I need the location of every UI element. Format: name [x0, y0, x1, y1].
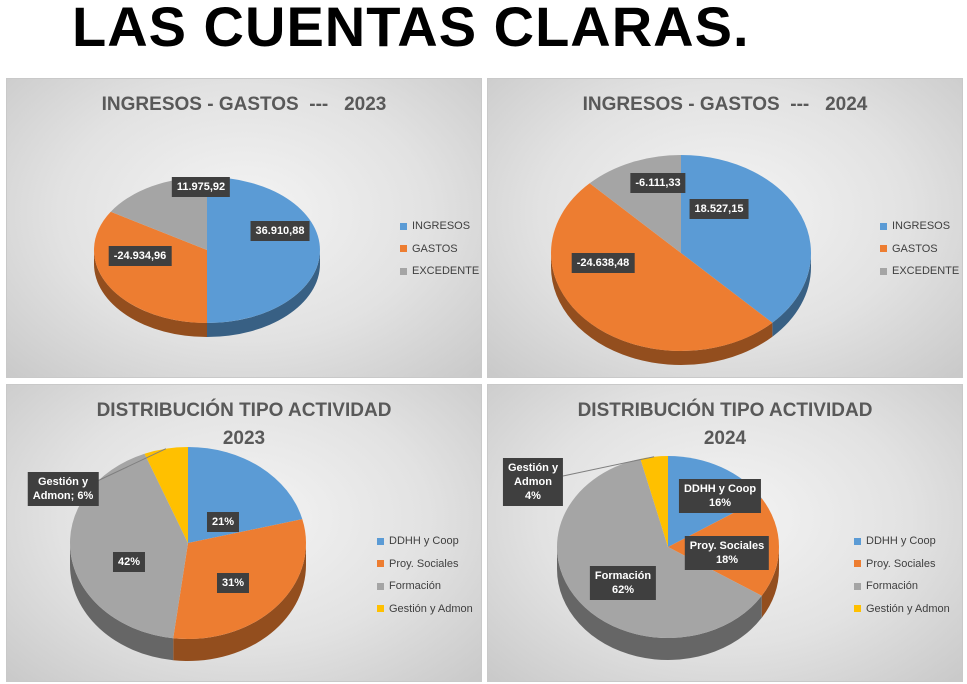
chart-title-line-1: DISTRIBUCIÓN TIPO ACTIVIDAD	[577, 400, 873, 421]
legend-label: Formación	[389, 580, 441, 593]
legend-swatch	[400, 222, 407, 230]
pie-slice-formacion	[70, 453, 188, 639]
pie-side-proy-sociales	[761, 547, 779, 618]
pie-side-formacion	[70, 543, 174, 661]
legend-label: Gestión y Admon	[389, 602, 473, 615]
legend-swatch	[880, 267, 887, 275]
legend-swatch	[377, 560, 384, 568]
legend-swatch	[854, 582, 861, 590]
chart-title: DISTRIBUCIÓN TIPO ACTIVIDAD 2023	[7, 397, 481, 453]
legend-label: GASTOS	[892, 242, 938, 255]
pie-slice-gestion-y-admon	[144, 447, 188, 543]
legend-item-proy-sociales: Proy. Sociales	[854, 553, 950, 576]
legend-swatch	[880, 222, 887, 230]
pie-side-gastos	[551, 253, 773, 365]
legend-item-excedente: EXCEDENTE	[400, 260, 479, 283]
pie-slice-gestion-y-admon	[640, 456, 668, 547]
chart-panel-ingresos-gastos-2024: INGRESOS - GASTOS --- 2024 INGRESOS GASTO…	[487, 78, 963, 378]
legend-swatch	[854, 537, 861, 545]
chart-title: INGRESOS - GASTOS --- 2023	[7, 91, 481, 119]
legend-label: Gestión y Admon	[866, 602, 950, 615]
legend-swatch	[377, 605, 384, 613]
pie-side-ingresos	[772, 253, 811, 337]
page-title: LAS CUENTAS CLARAS.	[72, 0, 750, 58]
chart-panel-distribucion-2024: DISTRIBUCIÓN TIPO ACTIVIDAD 2024 DDHH y …	[487, 384, 963, 682]
data-label-formacion: 42%	[112, 552, 146, 572]
data-label-ddhh-y-coop: 21%	[206, 512, 240, 532]
pie-slice-ingresos	[207, 177, 320, 323]
legend-label: DDHH y Coop	[866, 535, 936, 548]
legend-label: EXCEDENTE	[892, 265, 960, 278]
chart-legend: INGRESOS GASTOS EXCEDENTE	[880, 215, 959, 283]
legend-label: Formación	[866, 580, 918, 593]
legend-swatch	[880, 245, 887, 253]
data-label-ddhh-y-coop: DDHH y Coop 16%	[678, 479, 762, 513]
legend-item-ddhh-y-coop: DDHH y Coop	[377, 530, 473, 553]
legend-label: Proy. Sociales	[866, 557, 936, 570]
legend-label: INGRESOS	[412, 220, 471, 233]
legend-item-gastos: GASTOS	[880, 238, 959, 261]
legend-item-gestion-y-admon: Gestión y Admon	[854, 598, 950, 621]
chart-legend: DDHH y Coop Proy. Sociales Formación Gestió…	[377, 530, 473, 620]
legend-swatch	[854, 605, 861, 613]
pie-side-proy-sociales	[173, 543, 306, 661]
chart-title-line-2: 2024	[703, 428, 747, 449]
legend-item-formacion: Formación	[854, 575, 950, 598]
chart-panel-ingresos-gastos-2023: INGRESOS - GASTOS --- 2023 INGRESOS GASTO…	[6, 78, 482, 378]
chart-legend: DDHH y Coop Proy. Sociales Formación Gestió…	[854, 530, 950, 620]
legend-item-ingresos: INGRESOS	[880, 215, 959, 238]
chart-title-line-2: 2023	[222, 428, 266, 449]
chart-title-text: INGRESOS - GASTOS --- 2023	[101, 94, 387, 115]
data-label-proy-sociales: Proy. Sociales 18%	[684, 536, 770, 570]
chart-title: INGRESOS - GASTOS --- 2024	[488, 91, 962, 119]
pie-slice-ingresos	[681, 155, 811, 323]
legend-label: Proy. Sociales	[389, 557, 459, 570]
legend-swatch	[377, 537, 384, 545]
data-label-excedente: -6.111,33	[630, 173, 686, 193]
legend-label: DDHH y Coop	[389, 535, 459, 548]
leader-line	[92, 448, 167, 484]
legend-swatch	[400, 267, 407, 275]
chart-title-line-1: DISTRIBUCIÓN TIPO ACTIVIDAD	[96, 400, 392, 421]
data-label-gastos: -24.934,96	[108, 246, 172, 266]
data-label-excedente: 11.975,92	[171, 177, 231, 197]
pie-side-formacion	[557, 547, 762, 660]
chart-legend: INGRESOS GASTOS EXCEDENTE	[400, 215, 479, 283]
legend-label: INGRESOS	[892, 220, 951, 233]
legend-swatch	[400, 245, 407, 253]
data-label-formacion: Formación 62%	[589, 566, 657, 600]
legend-label: GASTOS	[412, 242, 458, 255]
data-label-gestion-y-admon: Gestión y Admon; 6%	[27, 472, 99, 506]
legend-item-ingresos: INGRESOS	[400, 215, 479, 238]
legend-swatch	[377, 582, 384, 590]
leader-line	[562, 456, 655, 477]
pie-side-ingresos	[207, 250, 320, 337]
chart-panel-distribucion-2023: DISTRIBUCIÓN TIPO ACTIVIDAD 2023 DDHH y …	[6, 384, 482, 682]
data-label-proy-sociales: 31%	[216, 573, 250, 593]
legend-item-formacion: Formación	[377, 575, 473, 598]
legend-item-excedente: EXCEDENTE	[880, 260, 959, 283]
legend-item-proy-sociales: Proy. Sociales	[377, 553, 473, 576]
data-label-gastos: -24.638,48	[571, 253, 635, 273]
data-label-gestion-y-admon: Gestión y Admon 4%	[502, 458, 564, 506]
legend-item-gastos: GASTOS	[400, 238, 479, 261]
data-label-ingresos: 36.910,88	[250, 221, 310, 241]
chart-title-text: INGRESOS - GASTOS --- 2024	[582, 94, 868, 115]
pie-slice-gastos	[94, 211, 207, 323]
data-label-ingresos: 18.527,15	[689, 199, 749, 219]
chart-title: DISTRIBUCIÓN TIPO ACTIVIDAD 2024	[488, 397, 962, 453]
legend-swatch	[854, 560, 861, 568]
pie-slice-gastos	[551, 183, 773, 351]
legend-item-gestion-y-admon: Gestión y Admon	[377, 598, 473, 621]
pie-side-gastos	[94, 250, 207, 337]
legend-item-ddhh-y-coop: DDHH y Coop	[854, 530, 950, 553]
legend-label: EXCEDENTE	[412, 265, 480, 278]
